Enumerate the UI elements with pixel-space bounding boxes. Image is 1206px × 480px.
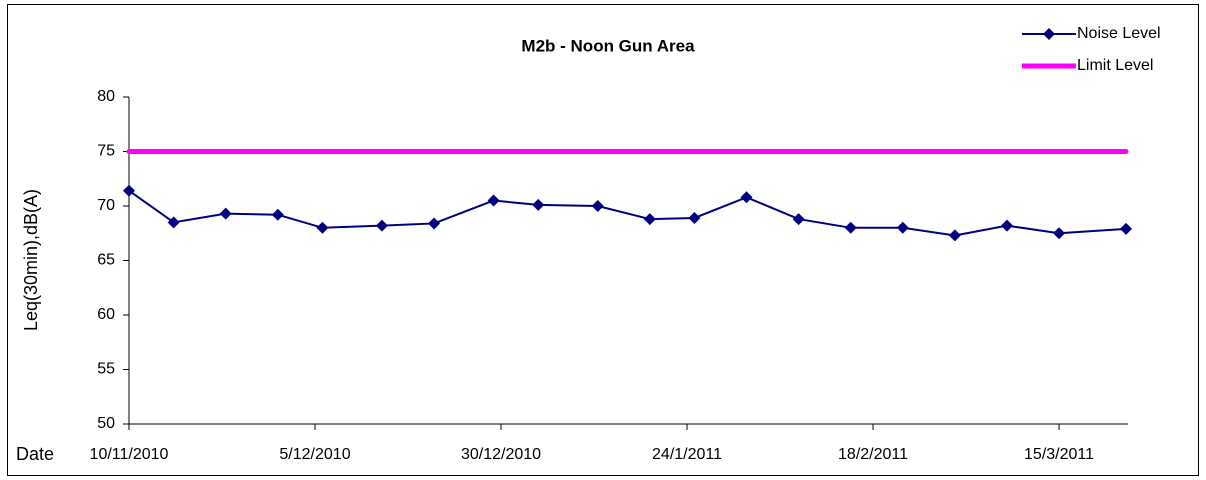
data-point	[167, 216, 180, 229]
series-line	[128, 189, 1127, 237]
chart-title: M2b - Noon Gun Area	[521, 36, 695, 55]
x-tick-label: 5/12/2010	[279, 446, 350, 463]
x-tick-label: 18/2/2011	[838, 446, 908, 463]
data-point	[740, 191, 753, 204]
data-point	[271, 208, 284, 221]
data-point	[487, 194, 500, 207]
y-tick-label: 50	[97, 415, 115, 432]
data-point	[591, 200, 604, 212]
data-point	[375, 219, 388, 232]
x-tick-label: 24/1/2011	[652, 446, 722, 463]
data-point	[1000, 219, 1013, 232]
y-tick-label: 80	[97, 88, 115, 105]
data-point	[1053, 227, 1066, 240]
y-tick-label: 75	[97, 143, 115, 160]
data-point	[896, 221, 909, 234]
data-point	[219, 207, 232, 220]
data-point	[428, 217, 441, 230]
data-point	[1120, 222, 1132, 235]
x-tick-label: 15/3/2011	[1024, 446, 1094, 463]
chart-border	[7, 4, 1199, 476]
y-axis-label: Leq(30min),dB(A)	[21, 189, 41, 331]
legend-label: Limit Level	[1077, 57, 1153, 74]
data-point	[316, 221, 329, 234]
x-tick-label: 10/11/2010	[90, 446, 169, 463]
data-point	[844, 221, 857, 234]
x-tick-label: 30/12/2010	[461, 446, 541, 463]
y-tick-label: 60	[97, 306, 115, 323]
data-point	[643, 213, 656, 226]
data-point	[948, 229, 961, 242]
legend-marker	[1043, 28, 1055, 40]
data-point	[123, 184, 135, 197]
data-point	[688, 211, 701, 224]
data-point	[792, 213, 805, 226]
legend-label: Noise Level	[1077, 25, 1161, 42]
y-tick-label: 55	[97, 361, 115, 378]
y-tick-label: 65	[97, 252, 115, 269]
x-axis-label: Date	[16, 444, 54, 464]
data-point	[532, 198, 545, 211]
y-tick-label: 70	[97, 197, 115, 214]
